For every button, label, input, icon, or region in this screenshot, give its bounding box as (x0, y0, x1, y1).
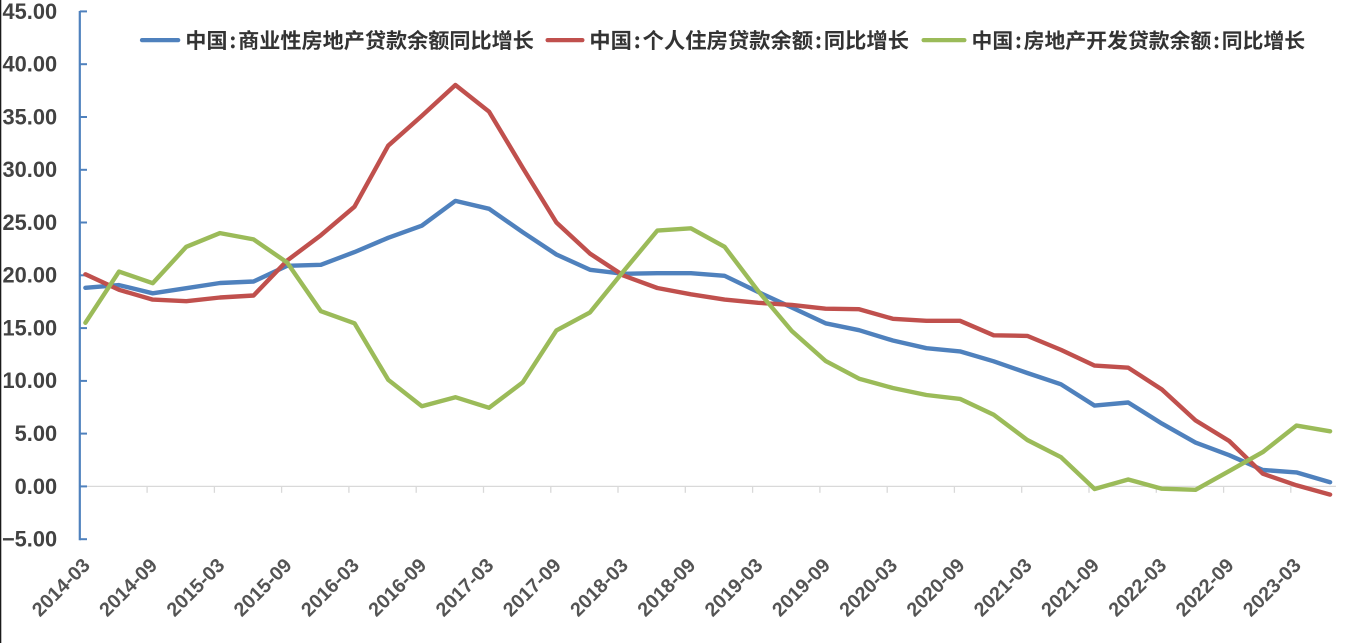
svg-text:25.00: 25.00 (3, 210, 58, 235)
svg-text:2016-03: 2016-03 (297, 554, 364, 621)
svg-text:2016-09: 2016-09 (364, 554, 431, 621)
svg-text:2014-09: 2014-09 (95, 554, 162, 621)
svg-text:20.00: 20.00 (3, 263, 58, 288)
svg-text:2023-03: 2023-03 (1239, 554, 1306, 621)
svg-text:−5.00: −5.00 (2, 527, 57, 552)
svg-text:2015-09: 2015-09 (230, 554, 297, 621)
svg-text:2022-03: 2022-03 (1104, 554, 1171, 621)
svg-text:2015-03: 2015-03 (163, 554, 230, 621)
svg-text:5.00: 5.00 (15, 421, 57, 446)
svg-text:0.00: 0.00 (15, 474, 57, 499)
svg-text:2019-09: 2019-09 (768, 554, 835, 621)
svg-text:2022-09: 2022-09 (1172, 554, 1239, 621)
svg-text:2019-03: 2019-03 (701, 554, 768, 621)
svg-text:2021-09: 2021-09 (1037, 554, 1104, 621)
svg-text:2018-09: 2018-09 (633, 554, 700, 621)
svg-text:15.00: 15.00 (3, 315, 58, 340)
svg-text:2014-03: 2014-03 (28, 554, 95, 621)
svg-text:40.00: 40.00 (3, 52, 58, 77)
svg-text:2017-03: 2017-03 (432, 554, 499, 621)
svg-text:2020-09: 2020-09 (903, 554, 970, 621)
svg-text:10.00: 10.00 (3, 368, 58, 393)
svg-text:2021-03: 2021-03 (970, 554, 1037, 621)
svg-text:30.00: 30.00 (3, 157, 58, 182)
svg-text:2017-09: 2017-09 (499, 554, 566, 621)
svg-text:2020-03: 2020-03 (835, 554, 902, 621)
svg-text:35.00: 35.00 (3, 104, 58, 129)
svg-text:2018-03: 2018-03 (566, 554, 633, 621)
svg-text:45.00: 45.00 (3, 0, 58, 24)
